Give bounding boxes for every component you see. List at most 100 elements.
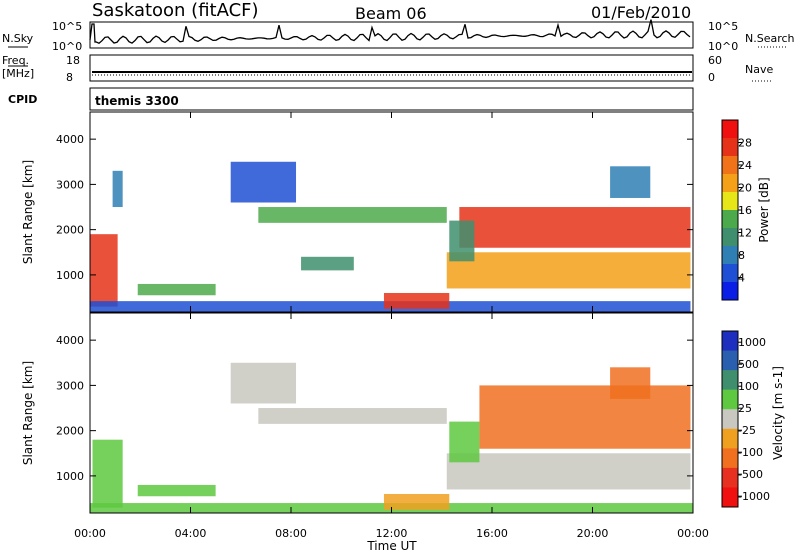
nsky-tick-bottom: 10^0 [52, 40, 82, 53]
colorbar-swatch [722, 409, 738, 430]
scatter-region-1 [137, 484, 216, 497]
beam-title: Beam 06 [355, 4, 427, 23]
cpid-value: themis 3300 [95, 94, 179, 108]
colorbar-tick-label: 28 [738, 137, 752, 150]
scatter-region-0 [90, 234, 118, 307]
colorbar-swatch [722, 389, 738, 410]
colorbar-tick-label: 8 [738, 249, 745, 262]
time-tick-label: 08:00 [275, 527, 307, 540]
freq-label: Freq. [2, 54, 29, 67]
velocity-y-axis: 1000 2000 3000 4000 [56, 334, 693, 483]
scatter-region-5 [230, 161, 297, 203]
colorbar-swatch [722, 228, 738, 247]
scatter-region-9 [449, 421, 480, 463]
y-tick-label: 3000 [56, 379, 84, 392]
y-tick-label: 3000 [56, 178, 84, 191]
colorbar-swatch [722, 448, 738, 469]
colorbar-swatch [722, 331, 738, 352]
colorbar-tick-label: 20 [738, 182, 752, 195]
power-y-axis-label: Slant Range [km] [21, 160, 35, 264]
colorbar-tick-label: 25 [738, 402, 752, 415]
colorbar-swatch [722, 192, 738, 211]
power-colorbar-label: Power [dB] [757, 177, 771, 242]
colorbar-tick-label: 100 [738, 380, 759, 393]
nsky-trace [89, 19, 691, 44]
velocity-heatmap [90, 362, 693, 513]
nsearch-tick-bottom: 10^0 [708, 40, 738, 53]
nave-tick-top: 60 [708, 54, 722, 67]
colorbar-swatch [722, 282, 738, 301]
time-axis: 00:00 04:00 08:00 12:00 16:00 20:00 00:00 [74, 527, 709, 540]
scatter-region-2 [137, 283, 216, 296]
scatter-region-5 [383, 493, 450, 510]
scatter-region-4 [258, 207, 447, 223]
velocity-colorbar-label: Velocity [m s-1] [771, 366, 785, 460]
velocity-x-ticks [89, 313, 694, 513]
time-tick-label: 16:00 [476, 527, 508, 540]
freq-strip-frame [89, 54, 694, 82]
colorbar-frame [721, 330, 739, 508]
time-axis-label: Time UT [366, 539, 417, 553]
colorbar-swatch [722, 138, 738, 157]
scatter-region-11 [449, 220, 475, 262]
scatter-region-9 [459, 207, 691, 248]
colorbar-tick-label: 500 [738, 358, 759, 371]
y-tick-label: 1000 [56, 269, 84, 282]
nave-tick-bottom: 0 [708, 71, 715, 84]
freq-unit-label: [MHz] [2, 67, 34, 80]
colorbar-tick-label: 12 [738, 227, 752, 240]
time-tick-label: 00:00 [74, 527, 106, 540]
time-tick-label: 00:00 [677, 527, 709, 540]
nsky-label: N.Sky [2, 32, 34, 45]
y-tick-label: 2000 [56, 425, 84, 438]
time-tick-label: 20:00 [577, 527, 609, 540]
scatter-region-7 [479, 385, 691, 449]
colorbar-tick-label: -25 [738, 424, 756, 437]
scatter-region-4 [230, 362, 297, 404]
colorbar-swatch [722, 487, 738, 508]
colorbar-tick-label: 4 [738, 272, 745, 285]
cpid-label: CPID [8, 93, 37, 106]
freq-tick-bottom: 8 [66, 71, 73, 84]
y-tick-label: 1000 [56, 470, 84, 483]
colorbar-swatch [722, 264, 738, 283]
colorbar-tick-label: 24 [738, 159, 752, 172]
nsearch-label: N.Search [745, 32, 795, 45]
nsearch-tick-top: 10^5 [708, 20, 738, 33]
colorbar-swatch [722, 210, 738, 229]
date-title: 01/Feb/2010 [591, 3, 691, 22]
power-heatmap [90, 161, 691, 312]
nave-label: Nave [745, 63, 773, 76]
colorbar-tick-label: 1000 [738, 336, 766, 349]
freq-tick-top: 18 [66, 54, 80, 67]
scatter-region-2 [92, 439, 123, 508]
colorbar-tick-label: -100 [738, 446, 763, 459]
colorbar-swatch [722, 350, 738, 371]
time-tick-label: 04:00 [175, 527, 207, 540]
colorbar-tick-label: 16 [738, 204, 752, 217]
station-title: Saskatoon (fitACF) [92, 0, 259, 21]
colorbar-tick-label: -1000 [738, 490, 770, 503]
scatter-region-7 [383, 292, 450, 309]
power-colorbar: 4 8 12 16 20 24 28 [721, 119, 752, 301]
nsky-tick-top: 10^5 [52, 20, 82, 33]
scatter-region-6 [301, 256, 354, 271]
colorbar-swatch [722, 156, 738, 175]
velocity-colorbar: 1000 500 100 25 -25 -100 -500 -1000 [721, 330, 770, 508]
colorbar-swatch [722, 120, 738, 139]
colorbar-swatch [722, 246, 738, 265]
scatter-region-6 [446, 453, 691, 490]
colorbar-swatch [722, 174, 738, 193]
power-y-axis: 1000 2000 3000 4000 [56, 133, 693, 282]
time-tick-label: 12:00 [376, 527, 408, 540]
y-tick-label: 2000 [56, 224, 84, 237]
scatter-region-8 [610, 367, 651, 399]
scatter-region-3 [258, 408, 447, 424]
scatter-region-10 [610, 166, 651, 198]
freq-trace [92, 71, 692, 76]
colorbar-tick-label: -500 [738, 468, 763, 481]
scatter-region-8 [446, 252, 691, 289]
colorbar-swatch [722, 467, 738, 488]
power-x-ticks [89, 112, 694, 312]
